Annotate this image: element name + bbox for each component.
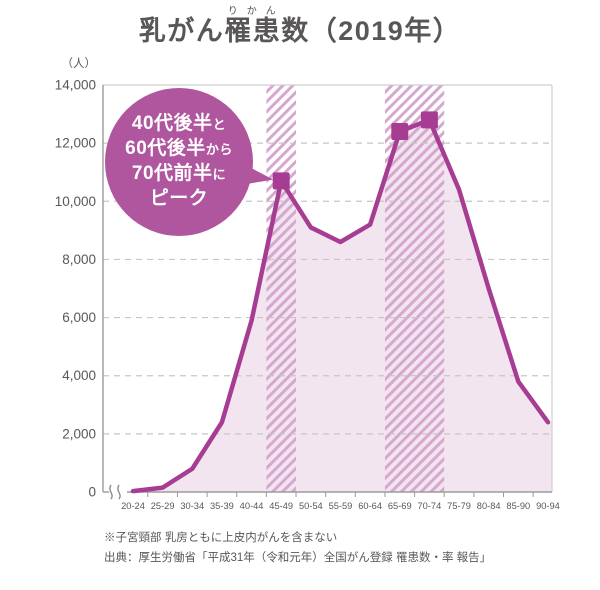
footnotes: ※子宮頸部 乳房ともに上皮内がんを含まない 出典：厚生労働省「平成31年（令和元… — [104, 528, 491, 568]
callout-line: 60代後半から — [125, 138, 233, 159]
y-axis-label: 0 — [88, 485, 96, 500]
title-suffix: 数（2019年） — [281, 16, 462, 46]
axis-break-icon — [109, 484, 113, 500]
y-axis-unit-label: （人） — [62, 57, 97, 70]
title-prefix: 乳がん — [138, 16, 225, 46]
peak-callout-bubble: 40代後半と 60代後半から 70代前半に ピーク — [105, 88, 253, 236]
y-axis-label: 8,000 — [62, 252, 96, 267]
peak-marker — [272, 172, 290, 190]
incidence-line — [130, 117, 551, 494]
peak-marker — [420, 111, 438, 129]
peak-marker — [391, 123, 409, 141]
x-axis-label: 30-34 — [180, 501, 204, 511]
highlight-band — [266, 85, 297, 492]
x-axis-label: 70-74 — [418, 501, 442, 511]
x-axis-label: 35-39 — [210, 501, 234, 511]
callout-line: 40代後半と — [131, 113, 227, 134]
x-axis-label: 25-29 — [151, 501, 175, 511]
x-axis-label: 75-79 — [447, 501, 471, 511]
y-axis-label: 2,000 — [62, 426, 96, 441]
x-axis-label: 55-59 — [329, 501, 353, 511]
y-axis-label: 6,000 — [62, 310, 96, 325]
y-axis-label: 12,000 — [55, 136, 96, 151]
title-furigana: りかん — [224, 6, 282, 17]
x-axis-label: 65-69 — [388, 501, 412, 511]
x-axis-label: 90-94 — [536, 501, 560, 511]
y-axis-label: 10,000 — [55, 194, 96, 209]
callout-line: ピーク — [149, 188, 209, 209]
x-axis-label: 80-84 — [477, 501, 501, 511]
x-axis-label: 40-44 — [240, 501, 264, 511]
x-axis-label: 20-24 — [121, 501, 145, 511]
y-axis-label: 14,000 — [55, 78, 96, 93]
title-ruby: 罹患りかん — [224, 6, 282, 46]
x-axis-label: 60-64 — [358, 501, 382, 511]
callout-line: 70代前半に — [131, 163, 227, 184]
y-axis-label: 4,000 — [62, 368, 96, 383]
x-axis-label: 45-49 — [269, 501, 293, 511]
footnote-note: ※子宮頸部 乳房ともに上皮内がんを含まない — [104, 532, 338, 544]
x-axis-label: 50-54 — [299, 501, 323, 511]
chart-title: 乳がん罹患りかん数（2019年） — [0, 6, 600, 48]
footnote-source: 出典：厚生労働省「平成31年（令和元年）全国がん登録 罹患数・率 報告」 — [104, 552, 492, 564]
area-fill — [133, 119, 552, 492]
axis-break-icon — [117, 484, 121, 500]
x-axis-label: 85-90 — [506, 501, 530, 511]
title-ruby-base: 罹患 — [224, 16, 282, 46]
